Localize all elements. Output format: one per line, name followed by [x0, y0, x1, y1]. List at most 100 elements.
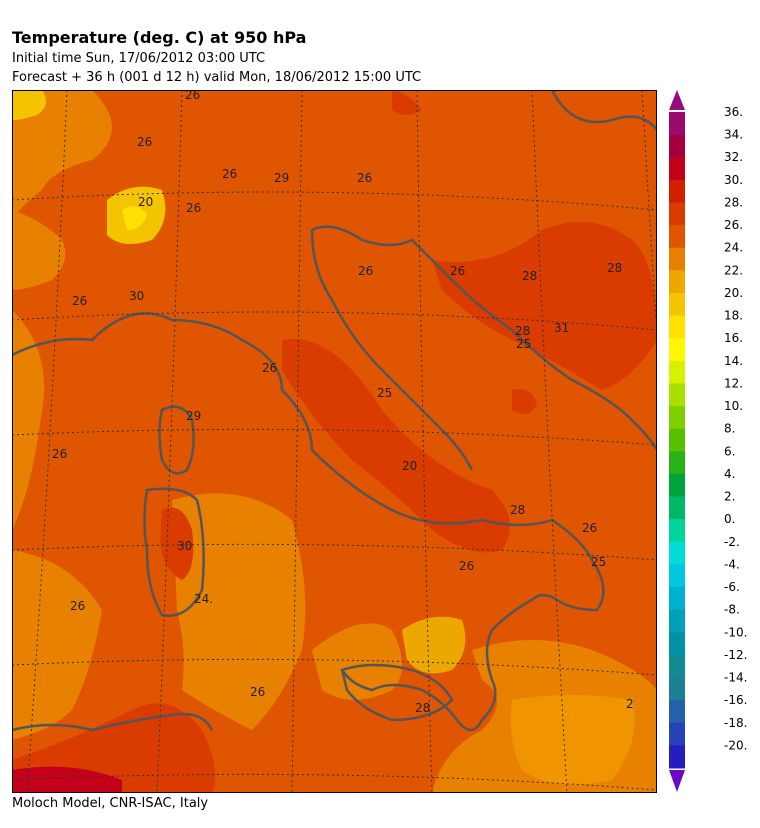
- legend-labels: 36. 34. 32. 30. 28. 26. 24. 22. 20. 18. 16. 14. 12. 1…: [724, 105, 747, 752]
- legend-label: -10.: [724, 625, 747, 639]
- legend-label: 24.: [724, 241, 743, 255]
- forecast-label: Forecast + 36 h (001 d 12 h) valid Mon, …: [12, 70, 422, 85]
- color-legend: 36. 34. 32. 30. 28. 26. 24. 22. 20. 18. 16. 14. 12. 1…: [669, 90, 747, 792]
- legend-swatch: [669, 406, 685, 430]
- region-26-northwest: [12, 90, 112, 220]
- contour-label: 25: [377, 386, 392, 400]
- contour-label: 31: [554, 321, 569, 335]
- legend-top-arrow: [669, 90, 685, 110]
- legend-swatch: [669, 134, 685, 158]
- legend-swatch: [669, 428, 685, 452]
- contour-label: 26: [137, 135, 152, 149]
- legend-label: 18.: [724, 309, 743, 323]
- legend-label: -12.: [724, 648, 747, 662]
- initial-time-label: Initial time Sun, 17/06/2012 03:00 UTC: [12, 51, 266, 66]
- legend-label: -18.: [724, 716, 747, 730]
- legend-label: 8.: [724, 422, 735, 436]
- legend-swatch: [669, 519, 685, 543]
- model-credit: Moloch Model, CNR-ISAC, Italy: [12, 796, 209, 811]
- legend-label: 6.: [724, 444, 735, 458]
- legend-swatch: [669, 179, 685, 203]
- legend-swatch: [669, 157, 685, 181]
- legend-swatch: [669, 700, 685, 724]
- region-32-africa: [12, 766, 122, 793]
- legend-label: 12.: [724, 376, 743, 390]
- legend-swatch: [669, 338, 685, 362]
- lat-lon-grid: [12, 90, 657, 793]
- contour-label: 2: [626, 697, 634, 711]
- legend-label: -14.: [724, 671, 747, 685]
- legend-label: -4.: [724, 557, 740, 571]
- temperature-map: 26 26 26 26 29 26 20 26 30 26 26 28 28 3…: [12, 90, 657, 793]
- region-26-west-sea: [12, 310, 44, 530]
- legend-swatch: [669, 225, 685, 249]
- region-22-apulia: [402, 616, 466, 674]
- legend-swatch: [669, 270, 685, 294]
- region-28-balkans: [432, 222, 657, 390]
- coastlines: [12, 90, 657, 732]
- legend-swatches: [669, 112, 685, 769]
- legend-label: -16.: [724, 693, 747, 707]
- legend-swatch: [669, 745, 685, 769]
- legend-swatch: [669, 383, 685, 407]
- contour-label: 28: [522, 269, 537, 283]
- contour-label: 26: [185, 90, 200, 102]
- legend-bottom-arrow: [669, 770, 685, 792]
- contour-label: 29: [274, 171, 289, 185]
- contour-labels: 26 26 26 26 29 26 20 26 30 26 26 28 28 3…: [52, 90, 634, 715]
- contour-label: 28: [515, 324, 530, 338]
- legend-label: 0.: [724, 512, 735, 526]
- contour-label: 26: [186, 201, 201, 215]
- legend-label: 14.: [724, 354, 743, 368]
- legend-swatch: [669, 451, 685, 475]
- legend-swatch: [669, 496, 685, 520]
- legend-label: 28.: [724, 195, 743, 209]
- contour-label: 30: [177, 539, 192, 553]
- contour-label: 26: [358, 264, 373, 278]
- contour-label: 25: [591, 555, 606, 569]
- contour-label: 20: [138, 195, 153, 209]
- legend-swatch: [669, 541, 685, 565]
- legend-swatch: [669, 360, 685, 384]
- contour-label: 25: [516, 337, 531, 351]
- legend-swatch: [669, 247, 685, 271]
- legend-swatch: [669, 112, 685, 136]
- contour-label: 26: [582, 521, 597, 535]
- legend-label: -6.: [724, 580, 740, 594]
- legend-swatch: [669, 677, 685, 701]
- legend-label: 32.: [724, 150, 743, 164]
- legend-swatch: [669, 609, 685, 633]
- legend-swatch: [669, 292, 685, 317]
- region-26-southwest-sea: [12, 550, 102, 740]
- region-30-sardinia: [160, 507, 194, 580]
- legend-swatch: [669, 564, 685, 588]
- legend-swatch: [669, 587, 685, 611]
- contour-label: 26: [72, 294, 87, 308]
- region-26-tyrrhenian: [172, 493, 306, 730]
- legend-label: -2.: [724, 535, 740, 549]
- region-28-apennines: [282, 338, 510, 553]
- region-28-north: [392, 90, 422, 115]
- region-26-calabria-sea: [312, 623, 402, 700]
- region-24-ionian: [510, 695, 635, 785]
- map-frame: [12, 90, 657, 793]
- contour-label: 26: [262, 361, 277, 375]
- contour-label: 30: [129, 289, 144, 303]
- contour-label: 24.: [194, 592, 213, 606]
- legend-swatch: [669, 722, 685, 746]
- legend-swatch: [669, 632, 685, 656]
- contour-label: 26: [70, 599, 85, 613]
- region-18-alps: [122, 206, 147, 230]
- legend-label: 36.: [724, 105, 743, 119]
- legend-label: 2.: [724, 490, 735, 504]
- legend-swatch: [669, 654, 685, 679]
- region-28-adriatic-patch: [512, 389, 537, 414]
- contour-label: 26: [250, 685, 265, 699]
- legend-label: 22.: [724, 263, 743, 277]
- legend-label: -8.: [724, 603, 740, 617]
- contour-label: 26: [222, 167, 237, 181]
- region-20-corner: [12, 90, 46, 120]
- contour-label: 26: [450, 264, 465, 278]
- map-title: Temperature (deg. C) at 950 hPa: [12, 28, 307, 47]
- legend-swatch: [669, 202, 685, 226]
